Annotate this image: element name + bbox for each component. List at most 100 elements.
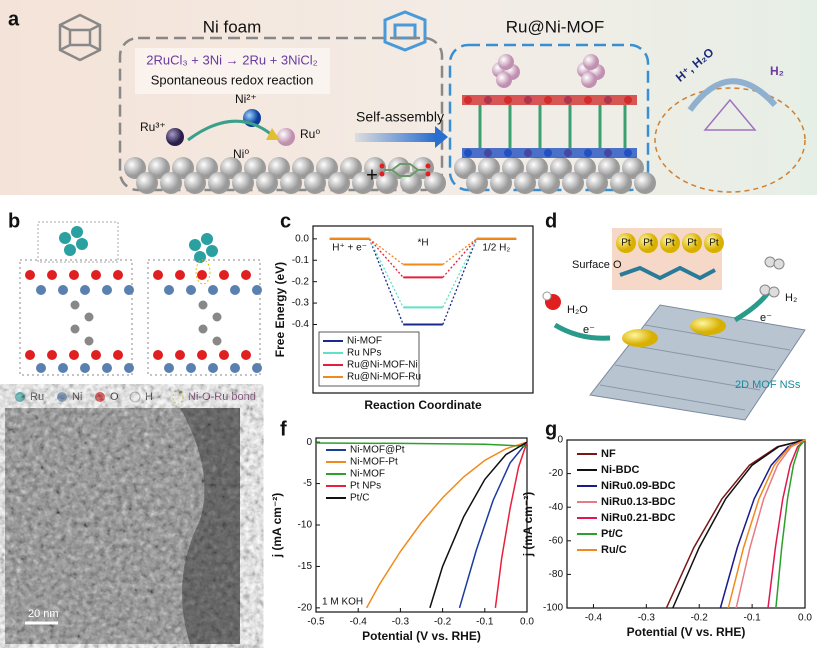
ni-sphere bbox=[268, 157, 290, 179]
y-tick-label: 0 bbox=[306, 437, 312, 448]
ni-sphere bbox=[526, 157, 548, 179]
ni-atom bbox=[186, 363, 196, 373]
x-tick-label: 0.0 bbox=[798, 613, 812, 624]
ni-atom bbox=[36, 363, 46, 373]
o-atom bbox=[91, 270, 101, 280]
y-tick-label: -100 bbox=[543, 603, 563, 614]
o-atom bbox=[241, 270, 251, 280]
ni-sphere bbox=[478, 157, 500, 179]
pt-atom bbox=[682, 233, 702, 253]
ni-sphere bbox=[208, 172, 230, 194]
ni-atom bbox=[252, 363, 262, 373]
ni-sphere bbox=[304, 172, 326, 194]
atom-legend: Ru Ni O H Ni-O-Ru bond bbox=[15, 389, 256, 405]
tem-dark-region bbox=[180, 408, 240, 644]
o-atom bbox=[91, 350, 101, 360]
nss-label: 2D MOF NSs bbox=[735, 379, 801, 391]
h-atom bbox=[542, 291, 552, 301]
y-axis-label: Free Energy (eV) bbox=[273, 262, 287, 357]
panel-label: a bbox=[8, 8, 20, 30]
c-atom bbox=[70, 324, 80, 334]
ni-sphere bbox=[562, 172, 584, 194]
connector bbox=[442, 238, 478, 278]
legend-label: Pt/C bbox=[350, 493, 369, 504]
connector bbox=[442, 238, 478, 325]
atoms bbox=[25, 270, 262, 373]
y-axis-label: j (mA cm⁻²) bbox=[521, 492, 535, 558]
ni-sphere bbox=[502, 157, 524, 179]
y-tick-label: -20 bbox=[298, 602, 313, 613]
x-tick-label: -0.4 bbox=[350, 617, 368, 628]
x-axis-label: Potential (V vs. RHE) bbox=[627, 625, 746, 639]
o-atom bbox=[197, 270, 207, 280]
ni-atom bbox=[124, 363, 134, 373]
panel-a: a Ni foam Ru@Ni-MOF 2RuCl₃ + 3Ni → 2Ru +… bbox=[0, 0, 817, 195]
charts: c 0.0 -0.1 -0.2 -0.3 -0.4 Reaction Coordinate F… bbox=[270, 210, 812, 643]
ni-sphere bbox=[610, 172, 632, 194]
ni-atom bbox=[102, 363, 112, 373]
pt-island bbox=[622, 329, 658, 347]
category-label: 1/2 H₂ bbox=[482, 243, 510, 254]
ni-atom bbox=[186, 285, 196, 295]
chart: g 0 -20 -40 -60 -80 -100 -0.4 -0.3 -0.2 -0.1 0.0 Pot… bbox=[521, 418, 812, 639]
panel-label: f bbox=[280, 418, 287, 440]
ni-atom bbox=[58, 285, 68, 295]
electron-label: e⁻ bbox=[583, 324, 595, 336]
pt-label: Pt bbox=[621, 238, 631, 249]
y-tick-label: 0 bbox=[557, 435, 563, 446]
legend-label: Ru@Ni-MOF-Ru bbox=[347, 372, 421, 383]
ni-sphere bbox=[598, 157, 620, 179]
x-tick-label: -0.5 bbox=[307, 617, 325, 628]
h2-label: H₂ bbox=[785, 292, 797, 304]
reaction-arrow bbox=[687, 78, 778, 112]
panel-b: b Ru Ni O H Ni-O-Ru bond bbox=[8, 210, 262, 405]
curve bbox=[767, 439, 806, 609]
curve bbox=[365, 441, 528, 609]
x-axis-label: Reaction Coordinate bbox=[364, 398, 482, 412]
ni-atom bbox=[230, 285, 240, 295]
ni-sphere bbox=[316, 157, 338, 179]
legend-label: Ru bbox=[30, 391, 44, 403]
ni-atom bbox=[230, 363, 240, 373]
reaction: 2RuCl₃ + 3Ni → 2Ru + 3NiCl₂ bbox=[146, 52, 317, 67]
ni-sphere bbox=[400, 172, 422, 194]
o-atom bbox=[113, 350, 123, 360]
y-tick-label: -0.1 bbox=[292, 255, 310, 266]
ni-sphere bbox=[220, 157, 242, 179]
o-atom bbox=[219, 350, 229, 360]
ni-atom bbox=[252, 285, 262, 295]
ni-sphere bbox=[196, 157, 218, 179]
ni-sphere bbox=[172, 157, 194, 179]
pt-island bbox=[690, 317, 726, 335]
pt-label: Pt bbox=[643, 238, 653, 249]
ni-sphere bbox=[136, 172, 158, 194]
legend-label: Ni-BDC bbox=[601, 464, 640, 476]
c-atom bbox=[198, 300, 208, 310]
pt-atom bbox=[660, 233, 680, 253]
ni-sphere bbox=[586, 172, 608, 194]
x-tick-label: -0.3 bbox=[638, 613, 656, 624]
curve bbox=[672, 439, 806, 609]
plot-frame bbox=[566, 439, 806, 609]
x-tick-label: 0.0 bbox=[520, 617, 534, 628]
h-atom bbox=[759, 284, 771, 296]
ni-atom bbox=[208, 363, 218, 373]
o-atom bbox=[241, 350, 251, 360]
y-tick-label: -80 bbox=[549, 569, 564, 580]
pt-atom bbox=[616, 233, 636, 253]
y-tick-label: -0.4 bbox=[292, 319, 310, 330]
y-tick-label: -5 bbox=[303, 478, 312, 489]
ni-atom bbox=[124, 285, 134, 295]
x-tick-label: -0.2 bbox=[434, 617, 452, 628]
o-atom bbox=[47, 270, 57, 280]
o-atom bbox=[197, 350, 207, 360]
surface bbox=[619, 265, 716, 281]
ni-sphere bbox=[244, 157, 266, 179]
ni2-label: Ni²⁺ bbox=[235, 92, 257, 106]
connector bbox=[369, 238, 404, 266]
y-tick-label: -0.3 bbox=[292, 298, 310, 309]
ni-atom bbox=[164, 363, 174, 373]
tem-image bbox=[5, 408, 240, 644]
connector bbox=[442, 238, 477, 266]
panel-label: c bbox=[280, 210, 291, 232]
